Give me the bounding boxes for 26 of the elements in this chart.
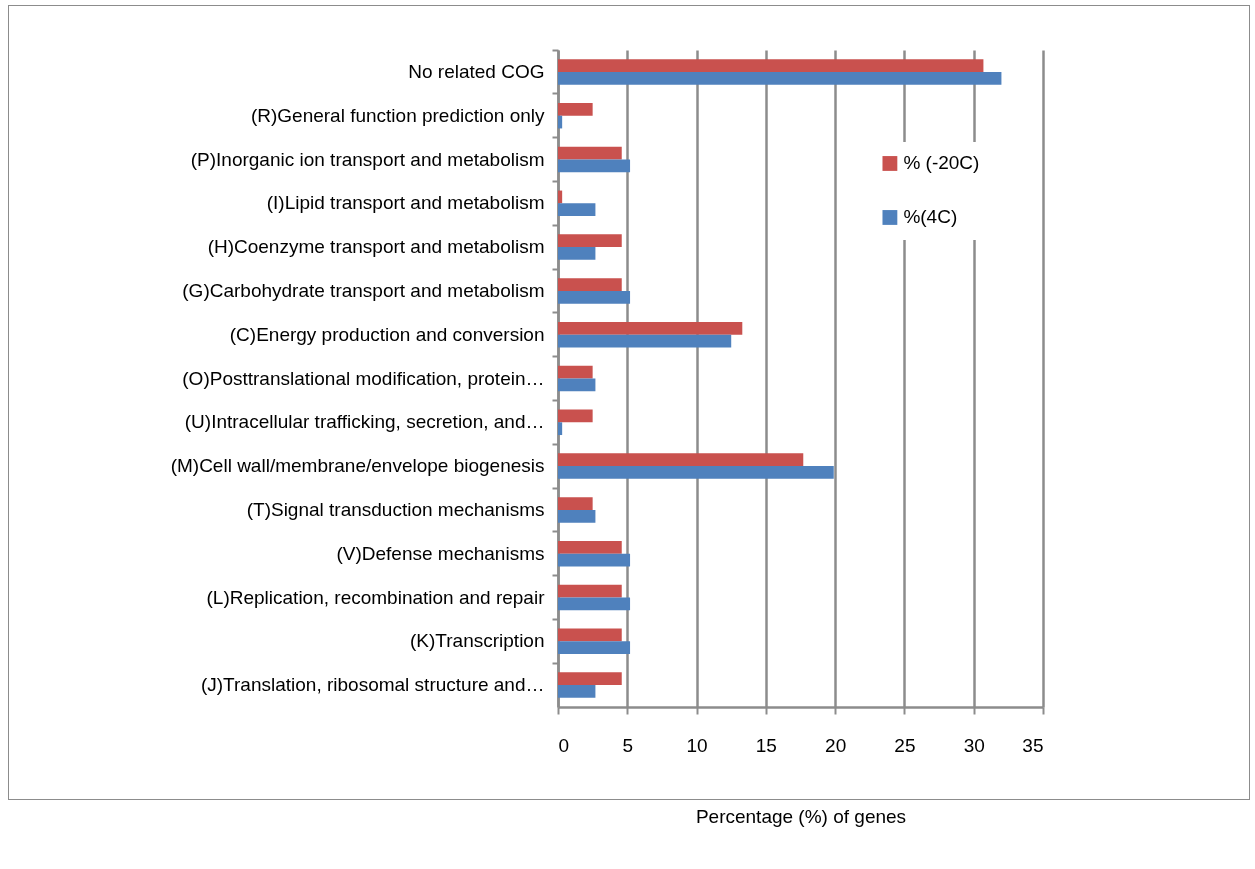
- y-tick-label: (P)Inorganic ion transport and metabolism: [190, 148, 545, 170]
- x-tick-label: 10: [686, 734, 708, 756]
- x-tick-label: 35: [1022, 734, 1044, 756]
- x-axis-title: Percentage (%) of genes: [695, 805, 907, 827]
- y-tick-label: (O)Posttranslational modification, protein…: [182, 367, 545, 389]
- x-tick-label: 25: [894, 734, 916, 756]
- y-tick-label: (T)Signal transduction mechanisms: [246, 498, 545, 520]
- y-tick-label: (I)Lipid transport and metabolism: [266, 192, 545, 214]
- x-tick-label: 15: [755, 734, 777, 756]
- y-tick-label: (U)Intracellular trafficking, secretion, and…: [184, 411, 545, 433]
- x-tick-label: 30: [963, 734, 985, 756]
- y-tick-label: (H)Coenzyme transport and metabolism: [207, 236, 545, 258]
- y-tick-label: No related COG: [408, 60, 545, 82]
- y-tick-label: (V)Defense mechanisms: [336, 542, 545, 564]
- legend-label: %(4C): [903, 206, 958, 228]
- y-tick-label: (J)Translation, ribosomal structure and…: [200, 674, 545, 696]
- y-tick-label: (R)General function prediction only: [250, 104, 545, 126]
- legend-label: % (-20C): [903, 152, 980, 174]
- y-tick-label: (L)Replication, recombination and repair: [206, 586, 546, 608]
- x-tick-label: 0: [558, 734, 570, 756]
- x-tick-label: 5: [622, 734, 634, 756]
- x-tick-label: 20: [825, 734, 847, 756]
- y-tick-label: (G)Carbohydrate transport and metabolism: [182, 279, 545, 301]
- y-tick-label: (M)Cell wall/membrane/envelope biogenesis: [170, 455, 545, 477]
- y-tick-label: (K)Transcription: [410, 630, 545, 652]
- y-tick-label: (C)Energy production and conversion: [229, 323, 545, 345]
